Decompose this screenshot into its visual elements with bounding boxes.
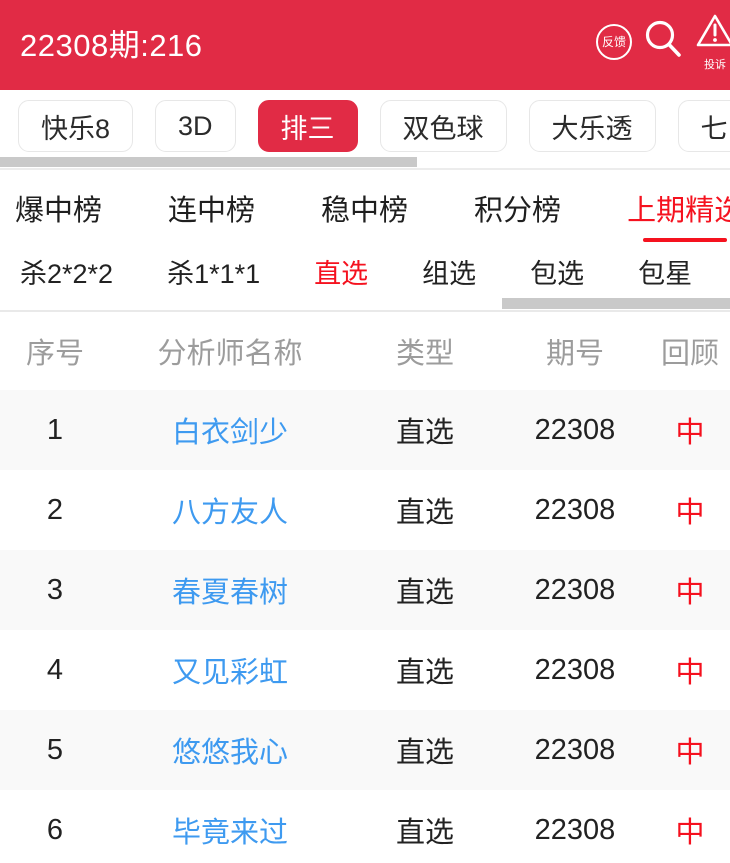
feedback-label: 反馈 xyxy=(601,35,626,49)
rank-nav-lianzhongbang[interactable]: 连中榜 xyxy=(168,195,256,227)
type-nav-scrollbar xyxy=(0,296,730,312)
row-seq: 3 xyxy=(46,573,64,606)
game-tabs-scrollbar xyxy=(0,156,730,170)
game-tabs-scrollbar-thumb[interactable] xyxy=(0,157,417,167)
tab-daletou[interactable]: 大乐透 xyxy=(528,100,656,152)
row-seq: 6 xyxy=(46,813,64,846)
row-seq: 2 xyxy=(46,493,64,526)
type-nav-sha222[interactable]: 杀2*2*2 xyxy=(20,258,114,289)
table-row: 5 悠悠我心 直选 22308 中 xyxy=(0,710,730,790)
row-issue: 22308 xyxy=(534,813,616,846)
row-type: 直选 xyxy=(395,817,454,849)
tab-paisan[interactable]: 排三 xyxy=(257,100,358,152)
rank-nav-wenzhongbang[interactable]: 稳中榜 xyxy=(321,195,409,227)
search-button[interactable] xyxy=(642,19,684,66)
row-result[interactable]: 中 xyxy=(675,737,705,769)
col-header-seq: 序号 xyxy=(25,338,84,370)
row-type: 直选 xyxy=(395,737,454,769)
rank-nav-shangqijingxuan[interactable]: 上期精选 xyxy=(627,170,730,246)
type-nav: 杀2*2*2 杀1*1*1 直选 组选 包选 包星 xyxy=(0,246,730,296)
feedback-button[interactable]: 反馈 xyxy=(596,24,632,60)
type-nav-baoxuan[interactable]: 包选 xyxy=(530,258,585,289)
col-header-analyst: 分析师名称 xyxy=(157,338,303,370)
analyst-table: 序号 分析师名称 类型 期号 回顾 1 白衣剑少 直选 22308 中 2 八方… xyxy=(0,312,730,863)
table-row: 1 白衣剑少 直选 22308 中 xyxy=(0,390,730,470)
complaint-label: 投诉 xyxy=(704,59,726,71)
analyst-link[interactable]: 悠悠我心 xyxy=(171,737,288,769)
game-tabs: 快乐8 3D 排三 双色球 大乐透 七 xyxy=(0,90,730,156)
table-header-row: 序号 分析师名称 类型 期号 回顾 xyxy=(0,312,730,390)
rank-nav: 爆中榜 连中榜 稳中榜 积分榜 上期精选 xyxy=(0,170,730,246)
table-row: 6 毕竟来过 直选 22308 中 xyxy=(0,790,730,863)
analyst-link[interactable]: 八方友人 xyxy=(171,497,288,529)
row-issue: 22308 xyxy=(534,653,616,686)
search-icon xyxy=(642,19,684,66)
issue-title: 22308期:216 xyxy=(20,27,203,63)
row-seq: 1 xyxy=(46,413,64,446)
complaint-button[interactable]: 投诉 xyxy=(694,12,730,72)
row-issue: 22308 xyxy=(534,413,616,446)
type-nav-sha111[interactable]: 杀1*1*1 xyxy=(167,258,261,289)
tab-3d[interactable]: 3D xyxy=(155,100,236,152)
analyst-link[interactable]: 又见彩虹 xyxy=(171,657,288,689)
row-seq: 5 xyxy=(46,733,64,766)
row-result[interactable]: 中 xyxy=(675,497,705,529)
table-row: 4 又见彩虹 直选 22308 中 xyxy=(0,630,730,710)
row-type: 直选 xyxy=(395,497,454,529)
analyst-link[interactable]: 毕竟来过 xyxy=(171,817,288,849)
row-type: 直选 xyxy=(395,657,454,689)
table-row: 2 八方友人 直选 22308 中 xyxy=(0,470,730,550)
col-header-type: 类型 xyxy=(395,338,454,370)
row-issue: 22308 xyxy=(534,573,616,606)
row-result[interactable]: 中 xyxy=(675,817,705,849)
col-header-review: 回顾 xyxy=(660,338,719,370)
row-type: 直选 xyxy=(395,417,454,449)
tab-shuangseqiu[interactable]: 双色球 xyxy=(379,100,507,152)
row-issue: 22308 xyxy=(534,733,616,766)
row-result[interactable]: 中 xyxy=(675,577,705,609)
warning-triangle-icon xyxy=(694,12,730,55)
table-row: 3 春夏春树 直选 22308 中 xyxy=(0,550,730,630)
rank-nav-jifenbang[interactable]: 积分榜 xyxy=(474,195,562,227)
type-nav-scrollbar-thumb[interactable] xyxy=(502,298,730,309)
app-header: 22308期:216 反馈 投诉 xyxy=(0,0,730,90)
col-header-issue: 期号 xyxy=(545,338,604,370)
tab-qixingcai[interactable]: 七 xyxy=(677,100,730,152)
analyst-link[interactable]: 春夏春树 xyxy=(171,577,288,609)
row-seq: 4 xyxy=(46,653,64,686)
row-result[interactable]: 中 xyxy=(675,657,705,689)
analyst-link[interactable]: 白衣剑少 xyxy=(171,417,288,449)
row-result[interactable]: 中 xyxy=(675,417,705,449)
rank-nav-baozhongbang[interactable]: 爆中榜 xyxy=(15,195,103,227)
header-actions: 反馈 投诉 xyxy=(596,12,730,72)
tab-kuaile8[interactable]: 快乐8 xyxy=(18,100,134,152)
row-type: 直选 xyxy=(395,577,454,609)
type-nav-baoxing[interactable]: 包星 xyxy=(638,258,693,289)
type-nav-zuxuan[interactable]: 组选 xyxy=(422,258,477,289)
type-nav-zhixuan[interactable]: 直选 xyxy=(314,258,369,289)
row-issue: 22308 xyxy=(534,493,616,526)
